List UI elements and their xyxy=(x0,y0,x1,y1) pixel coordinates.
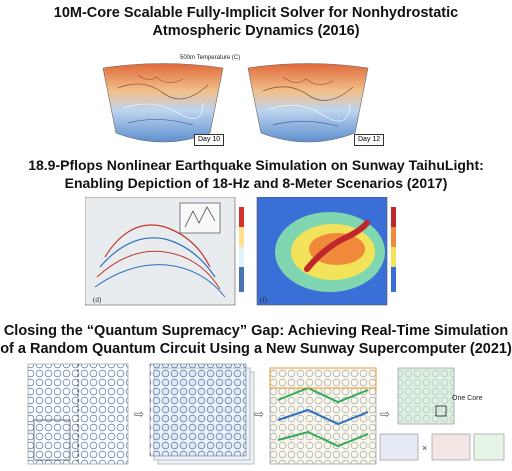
qubit-grid-stack xyxy=(149,363,255,465)
map-day10 xyxy=(102,63,224,143)
panel-label-f: (f) xyxy=(260,296,267,304)
map-day12 xyxy=(247,63,369,143)
colorbar-right xyxy=(391,207,396,292)
day-label-right: Day 12 xyxy=(354,134,385,146)
earthquake-panels xyxy=(85,197,396,306)
quantum-circuit-diagram: ⇨ ⇨ ⇨ × xyxy=(27,363,505,465)
section2-title: 18.9-Pflops Nonlinear Earthquake Simulat… xyxy=(0,156,512,192)
intensity-panel xyxy=(256,197,388,306)
section1-title-line1: 10M-Core Scalable Fully-Implicit Solver … xyxy=(53,5,459,21)
one-core-label: One Core xyxy=(452,395,483,402)
section2-title-line2: Enabling Depiction of 18-Hz and 8-Meter … xyxy=(64,175,448,191)
arrow-2: ⇨ xyxy=(254,407,264,421)
section3-title-line1: Closing the “Quantum Supremacy” Gap: Ach… xyxy=(3,323,509,339)
atmospheric-maps xyxy=(102,63,369,143)
colorbar-left xyxy=(239,207,244,292)
section3-title: Closing the “Quantum Supremacy” Gap: Ach… xyxy=(0,322,512,358)
section2-title-line1: 18.9-Pflops Nonlinear Earthquake Simulat… xyxy=(28,157,484,173)
core-matrix: × xyxy=(379,367,505,461)
svg-text:×: × xyxy=(422,443,427,453)
arrow-3: ⇨ xyxy=(380,407,390,421)
section3-title-line2: of a Random Quantum Circuit Using a New … xyxy=(0,341,512,357)
section1-title: 10M-Core Scalable Fully-Implicit Solver … xyxy=(0,4,512,40)
arrow-1: ⇨ xyxy=(134,407,144,421)
qubit-grid-1 xyxy=(27,363,129,465)
plot-title: 500m Temperature (C) xyxy=(180,55,241,61)
panel-label-d: (d) xyxy=(93,296,102,304)
section1-title-line2: Atmospheric Dynamics (2016) xyxy=(152,23,360,39)
wave-field-panel xyxy=(85,197,236,306)
tensor-network-grid xyxy=(269,367,377,465)
day-label-left: Day 10 xyxy=(194,134,225,146)
